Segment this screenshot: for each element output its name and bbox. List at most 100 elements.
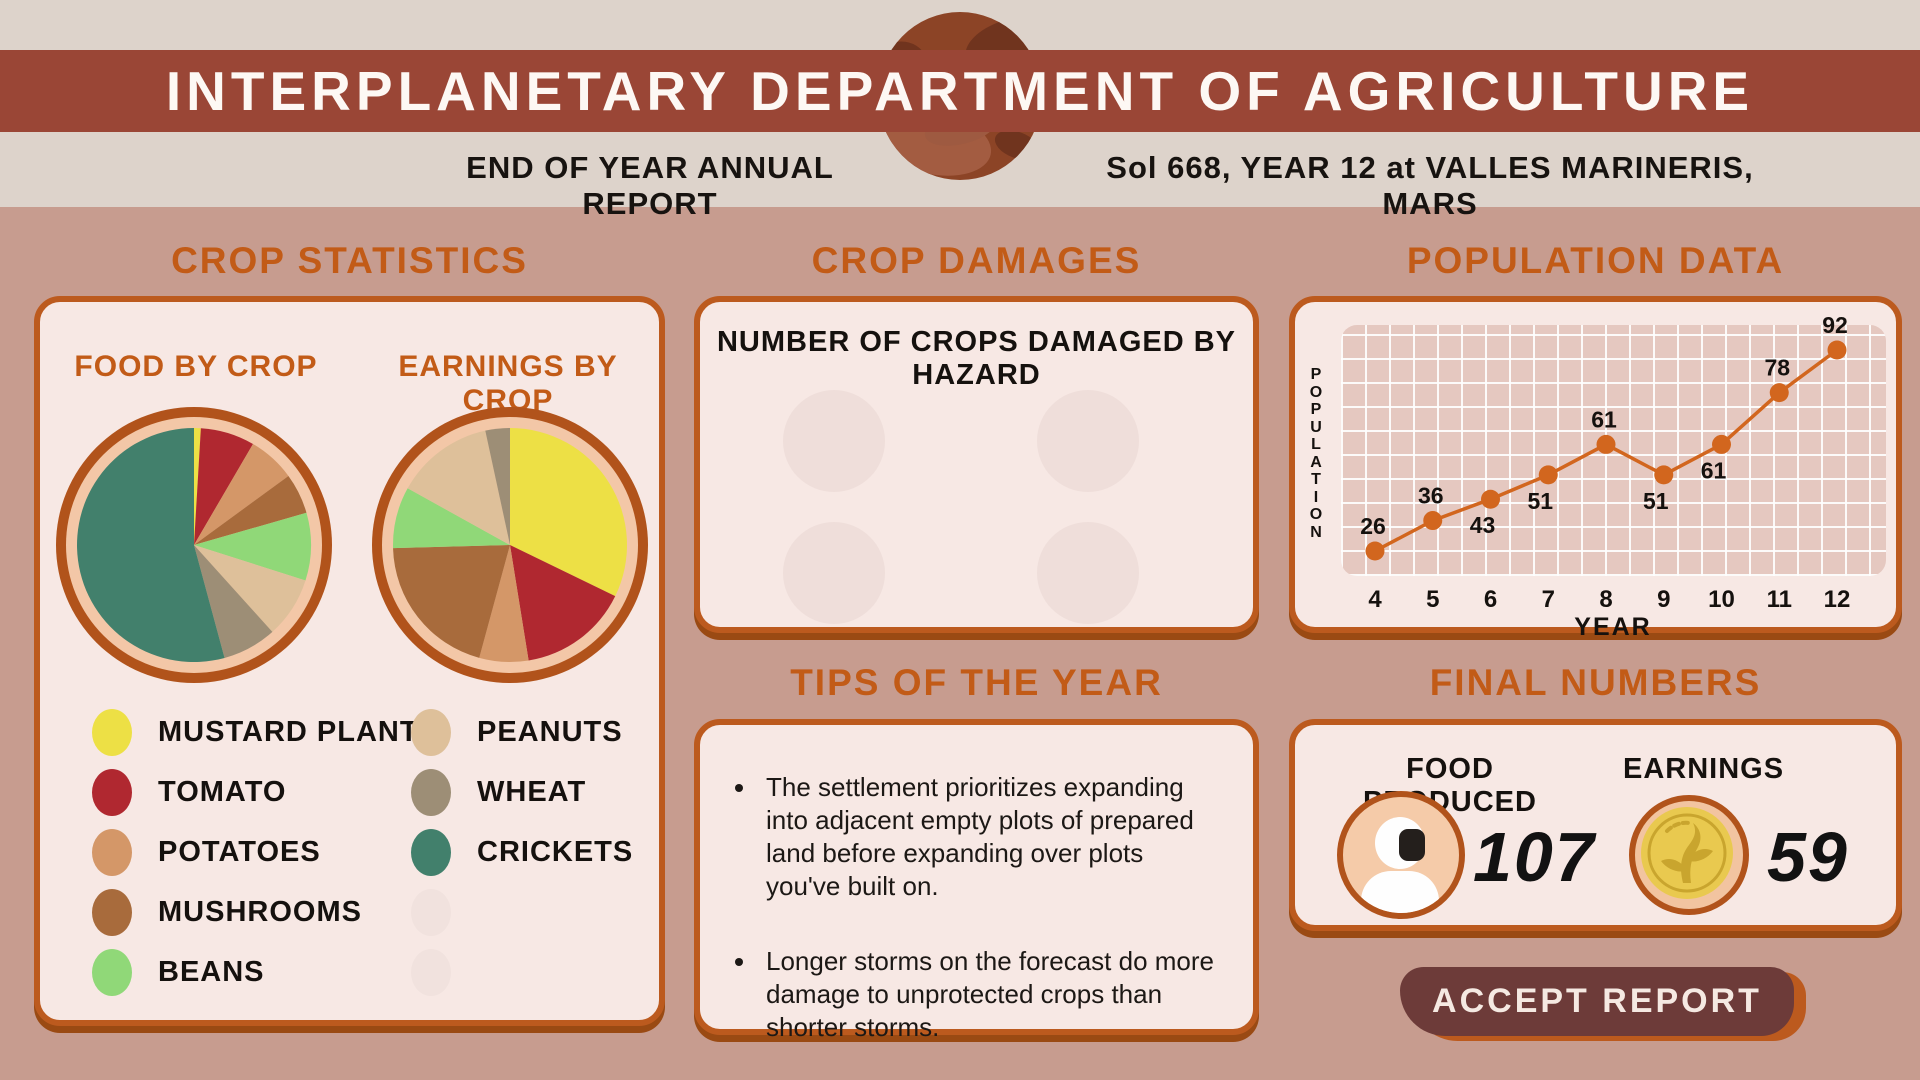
location-date-label: Sol 668, YEAR 12 at VALLES MARINERIS, MA… <box>1106 150 1754 221</box>
x-axis-label: YEAR <box>1574 613 1651 639</box>
legend-swatch-empty <box>411 888 451 936</box>
pie-slice-mushrooms <box>393 545 510 658</box>
population-plot-grid <box>1341 325 1886 576</box>
legend-item: WHEAT <box>411 762 633 822</box>
legend-swatch <box>92 948 132 996</box>
population-point <box>1481 489 1500 509</box>
earnings-value: 59 <box>1767 818 1849 896</box>
food-by-crop-pie-chart <box>56 407 332 683</box>
pie-slice-wheat <box>194 545 273 658</box>
pie-slice-wheat <box>485 428 510 545</box>
page-title: INTERPLANETARY DEPARTMENT OF AGRICULTURE <box>165 60 1755 122</box>
pie-slice-tomato <box>510 545 616 661</box>
pie-slice-potatoes <box>194 443 289 545</box>
legend-swatch-empty <box>411 948 451 996</box>
pie-slice-beans <box>194 512 311 581</box>
legend-item: TOMATO <box>92 762 419 822</box>
year-tick-label: 12 <box>1824 586 1851 613</box>
legend-item: MUSHROOMS <box>92 882 419 942</box>
legend-label: MUSTARD PLANT <box>158 715 419 748</box>
legend-label: BEANS <box>158 955 265 988</box>
population-point-label: 78 <box>1764 355 1790 381</box>
population-point-label: 92 <box>1822 312 1848 338</box>
population-point-label: 43 <box>1470 512 1496 538</box>
legend-swatch <box>92 828 132 876</box>
earnings-label: EARNINGS <box>1623 753 1785 785</box>
legend-swatch <box>411 828 451 876</box>
legend-item-empty <box>411 942 633 1002</box>
report-type-label: END OF YEAR ANNUAL REPORT <box>466 150 834 221</box>
pie-slice-crickets <box>77 428 225 662</box>
subheader-row: END OF YEAR ANNUAL REPORT Sol 668, YEAR … <box>0 138 1920 221</box>
title-banner: INTERPLANETARY DEPARTMENT OF AGRICULTURE <box>0 50 1920 132</box>
hazard-slot-empty <box>783 522 885 624</box>
year-tick-label: 9 <box>1657 586 1670 613</box>
pie-slice-peanuts <box>407 430 510 545</box>
legend-swatch <box>92 888 132 936</box>
tips-panel: The settlement prioritizes expanding int… <box>694 719 1259 1042</box>
year-tick-label: 11 <box>1767 586 1792 613</box>
year-tick-label: 7 <box>1542 586 1555 613</box>
population-point-label: 51 <box>1643 488 1669 514</box>
legend-swatch <box>411 708 451 756</box>
legend-label: CRICKETS <box>477 835 634 868</box>
population-point-label: 36 <box>1418 483 1444 509</box>
pie-slice-mustard-plant <box>510 428 627 597</box>
population-point <box>1712 434 1731 454</box>
population-point <box>1827 340 1847 360</box>
population-point <box>1538 465 1558 485</box>
final-numbers-title: FINAL NUMBERS <box>1429 662 1762 703</box>
crop-damages-panel: NUMBER OF CROPS DAMAGED BY HAZARD <box>694 296 1259 633</box>
population-data-title: POPULATION DATA <box>1406 240 1785 281</box>
population-point <box>1769 383 1789 403</box>
tip-item: Longer storms on the forecast do more da… <box>758 945 1219 1044</box>
crop-damages-title: CROP DAMAGES <box>811 240 1142 281</box>
year-tick-label: 5 <box>1426 586 1439 613</box>
population-point <box>1423 511 1443 531</box>
legend-swatch <box>92 768 132 816</box>
crop-statistics-panel: FOOD BY CROP EARNINGS BY CROP MUSTARD PL… <box>34 296 665 1026</box>
coin-icon <box>1629 795 1749 915</box>
pie-slice-tomato <box>194 428 253 545</box>
hazard-slot-empty <box>1037 522 1139 624</box>
legend-label: PEANUTS <box>477 715 623 748</box>
population-point-label: 26 <box>1360 513 1386 539</box>
year-tick-label: 10 <box>1708 586 1735 613</box>
pie-slice-peanuts <box>194 545 306 632</box>
legend-label: POTATOES <box>158 835 321 868</box>
crop-damages-subtitle: NUMBER OF CROPS DAMAGED BY HAZARD <box>716 326 1236 391</box>
food-pie-title: FOOD BY CROP <box>74 350 318 383</box>
legend-label: MUSHROOMS <box>158 895 362 928</box>
pie-legend-column-2: PEANUTS WHEAT CRICKETS <box>411 702 633 1002</box>
pie-slice-potatoes <box>479 545 529 663</box>
population-point <box>1654 465 1674 485</box>
legend-label: TOMATO <box>158 775 287 808</box>
legend-item: CRICKETS <box>411 822 633 882</box>
astronaut-icon <box>1337 791 1465 919</box>
accept-report-button[interactable]: ACCEPT REPORT <box>1400 967 1794 1036</box>
legend-label: WHEAT <box>477 775 587 808</box>
crop-statistics-title: CROP STATISTICS <box>171 240 528 281</box>
year-tick-label: 6 <box>1484 586 1497 613</box>
pie-slice-mustard-plant <box>194 428 201 545</box>
population-point-label: 51 <box>1527 488 1553 514</box>
pie-slice-mushrooms <box>194 475 307 545</box>
tip-item: The settlement prioritizes expanding int… <box>758 771 1219 903</box>
legend-swatch <box>411 768 451 816</box>
final-numbers-panel: FOOD PRODUCED EARNINGS 107 59 <box>1289 719 1902 931</box>
population-point <box>1365 541 1385 561</box>
pie-legend-column-1: MUSTARD PLANT TOMATO POTATOES MUSHROOMS BEAN… <box>92 702 419 1002</box>
earnings-by-crop-pie-chart <box>372 407 648 683</box>
hazard-slot-empty <box>1037 390 1139 492</box>
legend-swatch <box>92 708 132 756</box>
legend-item: BEANS <box>92 942 419 1002</box>
legend-item: PEANUTS <box>411 702 633 762</box>
tips-list: The settlement prioritizes expanding int… <box>700 725 1253 1044</box>
population-point-label: 61 <box>1591 406 1617 432</box>
tips-title: TIPS OF THE YEAR <box>790 662 1163 703</box>
legend-item-empty <box>411 882 633 942</box>
